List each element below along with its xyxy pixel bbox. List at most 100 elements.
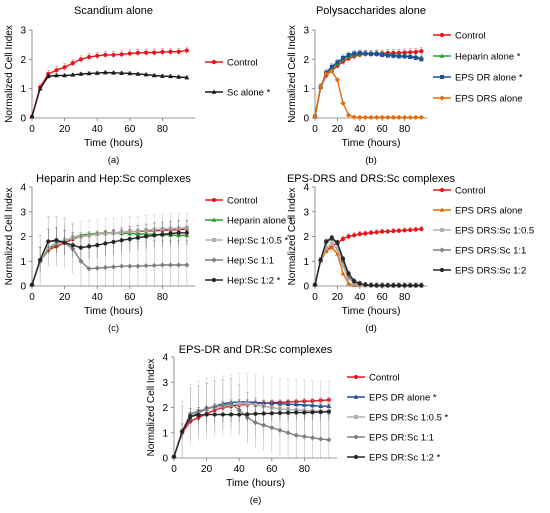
series-point bbox=[340, 236, 346, 242]
x-axis-label: Time (hours) bbox=[341, 305, 400, 317]
x-tick-label: 80 bbox=[399, 292, 411, 303]
series-point bbox=[78, 71, 84, 76]
x-tick-label: 60 bbox=[124, 124, 136, 135]
panel-label: (a) bbox=[108, 155, 120, 166]
y-tick-label: 2 bbox=[303, 232, 309, 243]
series-point bbox=[396, 228, 402, 233]
series-point bbox=[318, 436, 324, 442]
x-tick-label: 80 bbox=[157, 124, 169, 135]
y-tick-label: 0 bbox=[162, 454, 168, 465]
series-point bbox=[408, 227, 413, 233]
y-tick-label: 3 bbox=[303, 207, 309, 218]
series-point bbox=[151, 262, 157, 269]
series-path bbox=[314, 246, 422, 287]
series-point bbox=[277, 427, 283, 433]
series-point bbox=[309, 435, 316, 441]
x-axis-label: Time (hours) bbox=[84, 305, 143, 317]
series-line bbox=[29, 226, 189, 287]
series-point bbox=[318, 257, 323, 263]
chart-title: Scandium alone bbox=[74, 5, 153, 17]
series-point bbox=[324, 245, 329, 250]
panel-label: (c) bbox=[108, 323, 119, 334]
series-point bbox=[419, 226, 424, 232]
y-tick-label: 1 bbox=[303, 257, 309, 268]
series-line bbox=[171, 378, 332, 460]
legend-label: EPS DR:Sc 1:2 * bbox=[369, 453, 441, 464]
y-tick-label: 2 bbox=[162, 403, 168, 414]
series-point bbox=[368, 114, 374, 121]
panel-label: (d) bbox=[365, 323, 377, 334]
series-point bbox=[329, 245, 335, 250]
series-point bbox=[318, 84, 324, 90]
x-tick-label: 20 bbox=[332, 124, 344, 135]
legend-label: EPS DRS alone bbox=[455, 94, 523, 105]
legend-point bbox=[439, 95, 445, 101]
series-point bbox=[341, 55, 345, 60]
legend-label: EPS DRS:Sc 1:1 bbox=[455, 246, 526, 257]
y-tick-label: 0 bbox=[20, 282, 26, 293]
chart-title: Polysaccharides alone bbox=[316, 5, 426, 17]
x-tick-label: 0 bbox=[29, 292, 35, 303]
y-tick-label: 3 bbox=[162, 378, 168, 389]
series-point bbox=[78, 258, 84, 264]
legend-point bbox=[354, 415, 358, 419]
series-point bbox=[385, 114, 391, 121]
series-point bbox=[374, 114, 380, 121]
series-point bbox=[184, 230, 189, 235]
series-point bbox=[144, 234, 149, 239]
series-point bbox=[391, 53, 396, 58]
series-point bbox=[408, 54, 413, 59]
y-tick-label: 0 bbox=[303, 282, 309, 293]
legend-point bbox=[211, 257, 217, 263]
series-point bbox=[38, 257, 43, 263]
series-point bbox=[78, 245, 83, 250]
series-point bbox=[212, 403, 218, 409]
series-path bbox=[31, 227, 187, 286]
series-point bbox=[352, 233, 357, 238]
series-point bbox=[340, 256, 346, 261]
series-point bbox=[402, 114, 408, 121]
y-tick-label: 0 bbox=[20, 114, 26, 125]
series-point bbox=[397, 54, 401, 59]
chart-title: EPS-DRS and DRS:Sc complexes bbox=[287, 173, 456, 185]
series-point bbox=[329, 241, 334, 246]
series-point bbox=[111, 239, 116, 245]
x-tick-label: 60 bbox=[266, 464, 278, 475]
series-point bbox=[212, 412, 217, 417]
legend-label: Hep:Sc 1:1 bbox=[227, 256, 274, 267]
series-point bbox=[127, 51, 132, 56]
series-line bbox=[312, 236, 424, 289]
series-point bbox=[396, 283, 402, 288]
legend-point bbox=[353, 434, 359, 440]
legend-label: Control bbox=[455, 186, 486, 197]
series-point bbox=[127, 236, 132, 242]
legend-label: Control bbox=[455, 31, 486, 42]
x-tick-label: 40 bbox=[354, 124, 366, 135]
series-point bbox=[391, 283, 396, 288]
series-point bbox=[402, 283, 407, 288]
y-tick-label: 1 bbox=[20, 257, 26, 268]
series-point bbox=[312, 282, 318, 287]
series-line bbox=[171, 397, 331, 459]
series-point bbox=[369, 52, 373, 57]
legend-label: EPS DR:Sc 1:1 bbox=[369, 433, 434, 444]
series-point bbox=[413, 283, 418, 288]
series-point bbox=[335, 60, 340, 65]
series-point bbox=[346, 112, 352, 118]
y-tick-label: 3 bbox=[20, 26, 26, 37]
series-point bbox=[54, 72, 59, 78]
x-tick-label: 20 bbox=[59, 292, 71, 303]
series-point bbox=[135, 50, 141, 55]
series-point bbox=[119, 70, 125, 75]
series-line bbox=[29, 216, 190, 288]
legend-point bbox=[353, 454, 359, 460]
series-line bbox=[312, 50, 424, 119]
legend-point bbox=[211, 277, 217, 283]
legend-label: EPS DRS:Sc 1:2 bbox=[455, 266, 526, 277]
x-tick-label: 0 bbox=[312, 124, 318, 135]
panel-label: (e) bbox=[250, 495, 262, 506]
series-point bbox=[46, 239, 51, 244]
series-point bbox=[346, 280, 351, 286]
y-tick-label: 1 bbox=[162, 428, 168, 439]
legend-point bbox=[439, 247, 445, 253]
